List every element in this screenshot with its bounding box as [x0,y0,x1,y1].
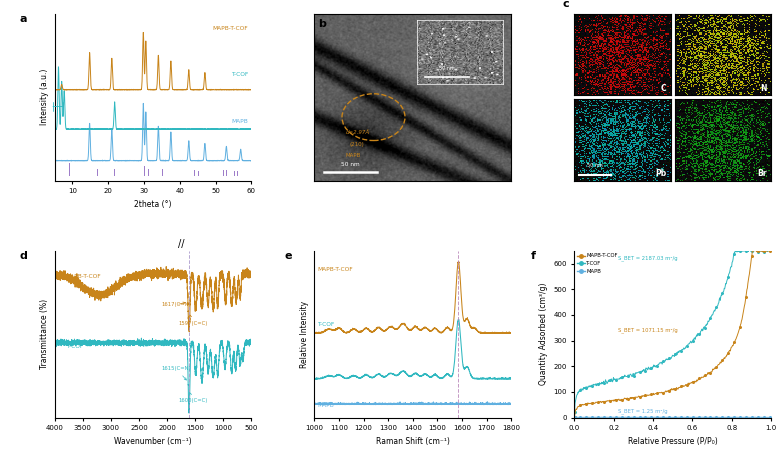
Text: 1617(C=N): 1617(C=N) [161,302,191,307]
Text: C: C [661,84,666,93]
Legend: MAPB-T-COF, T-COF, MAPB: MAPB-T-COF, T-COF, MAPB [577,253,618,274]
Text: a: a [19,14,26,24]
Text: 1615(C=N): 1615(C=N) [161,366,191,380]
Y-axis label: Quantity Adsorbed (cm³/g): Quantity Adsorbed (cm³/g) [538,283,548,385]
Text: d=2.97Å: d=2.97Å [346,130,370,135]
X-axis label: Raman Shift (cm⁻¹): Raman Shift (cm⁻¹) [376,437,449,446]
Text: T-COF: T-COF [65,344,83,349]
Text: f: f [531,251,536,261]
Text: S_BET = 1071.15 m²/g: S_BET = 1071.15 m²/g [618,328,678,333]
Text: MAPB: MAPB [317,403,333,408]
Y-axis label: Intensity (a.u.): Intensity (a.u.) [40,69,49,125]
X-axis label: Relative Pressure (P/P₀): Relative Pressure (P/P₀) [628,437,717,446]
Text: MAPB: MAPB [231,119,248,124]
Text: S_BET = 2187.03 m²/g: S_BET = 2187.03 m²/g [618,256,677,262]
X-axis label: 2theta (°): 2theta (°) [134,200,171,209]
Text: //: // [178,239,185,249]
Text: b: b [319,19,326,29]
Text: c: c [562,0,569,9]
Text: (210): (210) [350,142,365,147]
Text: 1597(C=C): 1597(C=C) [178,315,208,326]
Text: Pb: Pb [655,169,666,178]
Text: MAPB-T-COF: MAPB-T-COF [317,266,353,271]
Text: T-COF: T-COF [317,322,334,327]
Text: MAPB-T-COF: MAPB-T-COF [65,274,101,279]
Text: MAPB-T-COF: MAPB-T-COF [212,26,248,31]
Text: Br: Br [757,169,767,178]
X-axis label: Wavenumber (cm⁻¹): Wavenumber (cm⁻¹) [115,437,192,446]
Y-axis label: Relative Intensity: Relative Intensity [300,301,308,368]
Text: MAPB: MAPB [346,153,361,158]
Text: N: N [760,84,767,93]
Text: S_BET = 1.25 m²/g: S_BET = 1.25 m²/g [618,408,668,414]
Text: 50 nm: 50 nm [341,162,360,167]
Text: e: e [285,251,292,261]
Text: T-COF: T-COF [231,72,248,77]
Text: 1600(C=C): 1600(C=C) [178,392,208,403]
Y-axis label: Transmittance (%): Transmittance (%) [40,299,49,369]
Text: d: d [19,251,27,261]
Text: 50 nm: 50 nm [587,163,602,168]
